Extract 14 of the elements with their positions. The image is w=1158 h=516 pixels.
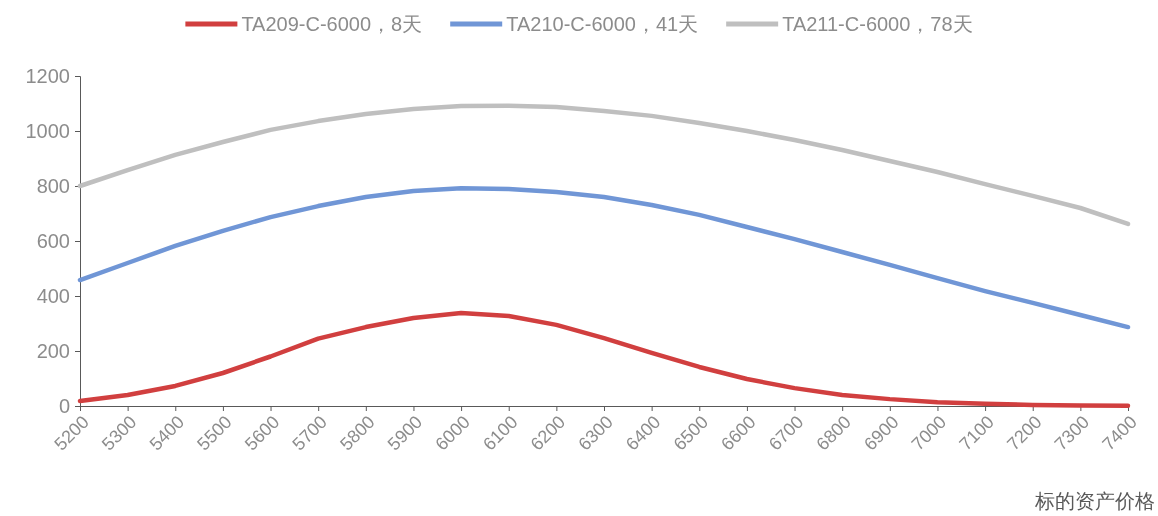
y-tick-label: 1200: [25, 64, 70, 87]
y-tick-label: 400: [36, 284, 70, 307]
legend-label: TA210-C-6000，41天: [506, 13, 699, 35]
y-tick-label: 1000: [25, 119, 70, 142]
line-series: [77, 185, 1131, 330]
legend-label: TA211-C-6000，78天: [782, 13, 973, 35]
y-tick-label: 200: [36, 339, 70, 362]
line-series: [77, 103, 1131, 227]
y-tick-label: 800: [36, 174, 70, 197]
x-axis-title: 标的资产价格: [1034, 490, 1155, 512]
y-tick-label: 600: [36, 229, 70, 252]
line-series: [77, 310, 1131, 408]
legend-label: TA209-C-6000，8天: [241, 13, 423, 35]
y-tick-label: 0: [58, 394, 70, 417]
